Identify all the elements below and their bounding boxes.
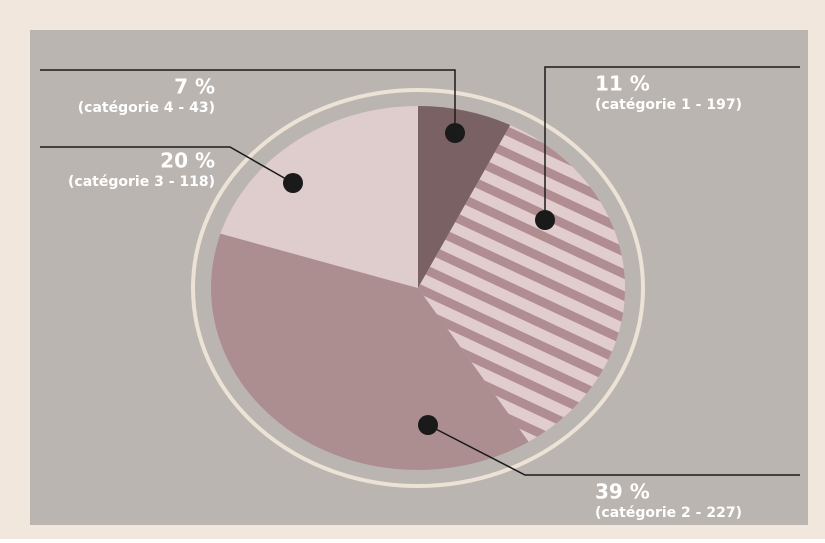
- leader-dot: [283, 173, 303, 193]
- leader-line: [40, 146, 294, 184]
- pie-slice: [418, 106, 511, 288]
- ring: [191, 88, 645, 488]
- leader-line: [40, 69, 456, 133]
- percent-label: 11 %: [595, 72, 650, 96]
- value-label: (catégorie 2 - 227): [595, 505, 742, 521]
- percent-label: 20 %: [160, 149, 215, 173]
- percent-label: 39 %: [595, 480, 650, 504]
- leader-line: [427, 424, 800, 476]
- percent-label: 7 %: [174, 75, 215, 99]
- leader-dot: [535, 210, 555, 230]
- value-label: (catégorie 3 - 118): [68, 174, 215, 190]
- value-label: (catégorie 4 - 43): [78, 100, 215, 116]
- pie-slice: [418, 125, 626, 442]
- leader-line: [544, 66, 800, 220]
- leader-dot: [418, 415, 438, 435]
- pie-slice: [210, 233, 529, 470]
- pie-slice: [220, 106, 418, 288]
- value-label: (catégorie 1 - 197): [595, 97, 742, 113]
- leader-dot: [445, 123, 465, 143]
